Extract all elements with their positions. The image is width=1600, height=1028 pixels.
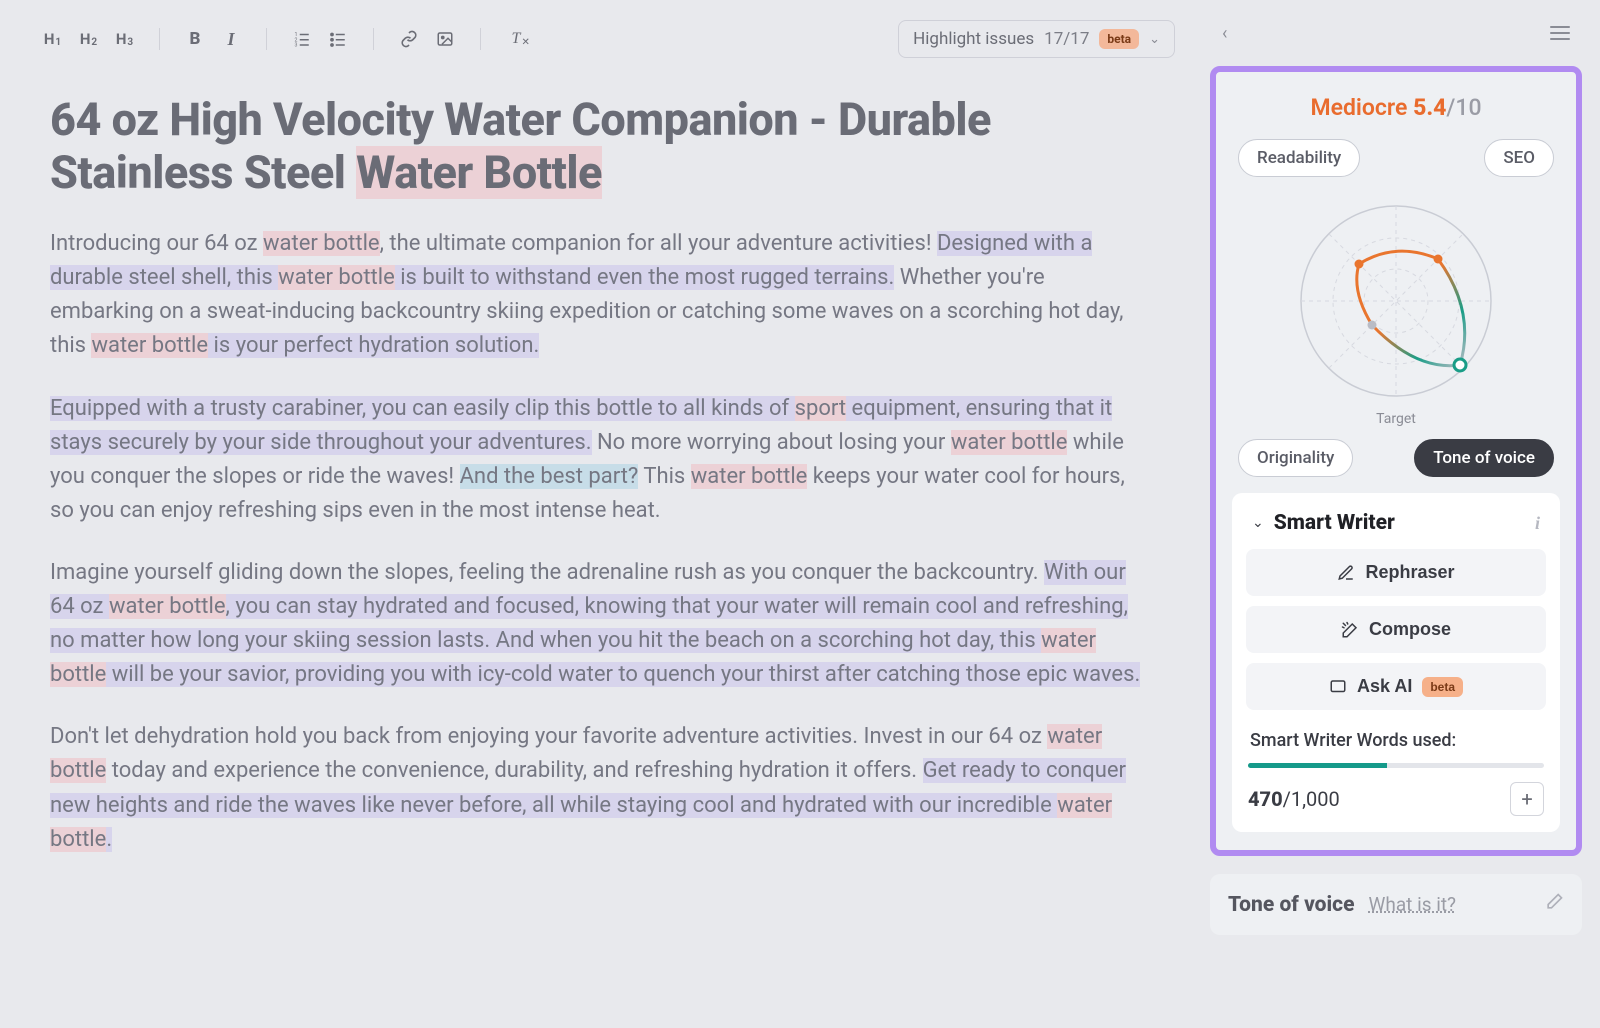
paragraph-3: Imagine yourself gliding down the slopes… bbox=[50, 556, 1150, 692]
beta-badge: beta bbox=[1099, 29, 1139, 49]
chevron-down-icon: ⌄ bbox=[1149, 32, 1160, 47]
words-progress-bar bbox=[1248, 763, 1544, 768]
words-used-label: Smart Writer Words used: bbox=[1246, 720, 1546, 757]
editor-area: H1 H2 H3 B I 123 bbox=[0, 0, 1200, 1028]
paragraph-4: Don't let dehydration hold you back from… bbox=[50, 720, 1150, 856]
chevron-down-icon[interactable]: ⌄ bbox=[1252, 515, 1264, 531]
highlight-label: Highlight issues bbox=[913, 29, 1034, 49]
ask-ai-button[interactable]: Ask AI beta bbox=[1246, 663, 1546, 710]
rephraser-button[interactable]: Rephraser bbox=[1246, 549, 1546, 596]
italic-button[interactable]: I bbox=[214, 24, 248, 54]
edit-icon[interactable] bbox=[1544, 892, 1564, 917]
bullet-list-button[interactable] bbox=[321, 24, 355, 54]
bold-button[interactable]: B bbox=[178, 24, 212, 54]
readability-pill[interactable]: Readability bbox=[1238, 139, 1360, 177]
image-button[interactable] bbox=[428, 24, 462, 54]
h2-button[interactable]: H2 bbox=[71, 24, 105, 54]
doc-title: 64 oz High Velocity Water Companion - Du… bbox=[50, 93, 1150, 199]
sidebar: ‹ Mediocre 5.4/10 Readability SEO bbox=[1200, 0, 1600, 1028]
collapse-sidebar-button[interactable]: ‹ bbox=[1222, 23, 1227, 44]
h3-button[interactable]: H3 bbox=[107, 24, 141, 54]
highlight-count: 17/17 bbox=[1044, 29, 1089, 49]
document-body[interactable]: 64 oz High Velocity Water Companion - Du… bbox=[25, 73, 1175, 857]
link-button[interactable] bbox=[392, 24, 426, 54]
paragraph-2: Equipped with a trusty carabiner, you ca… bbox=[50, 392, 1150, 528]
tov-title: Tone of voice bbox=[1228, 893, 1355, 917]
ordered-list-button[interactable]: 123 bbox=[285, 24, 319, 54]
smart-writer-card: ⌄ Smart Writer i Rephraser Compose Ask A… bbox=[1232, 493, 1560, 832]
words-used-value: 470/1,000 bbox=[1248, 787, 1340, 811]
toolbar: H1 H2 H3 B I 123 bbox=[25, 20, 1175, 73]
h1-button[interactable]: H1 bbox=[35, 24, 69, 54]
add-words-button[interactable]: + bbox=[1510, 782, 1544, 816]
target-label: Target bbox=[1232, 411, 1560, 427]
svg-text:3: 3 bbox=[295, 43, 298, 49]
compose-button[interactable]: Compose bbox=[1246, 606, 1546, 653]
score-line: Mediocre 5.4/10 bbox=[1232, 94, 1560, 121]
tone-of-voice-card: Tone of voice What is it? bbox=[1210, 874, 1582, 935]
originality-pill[interactable]: Originality bbox=[1238, 439, 1353, 477]
radar-chart bbox=[1232, 177, 1560, 417]
paragraph-1: Introducing our 64 oz water bottle, the … bbox=[50, 227, 1150, 363]
clear-format-button[interactable]: T✕ bbox=[499, 24, 533, 54]
menu-button[interactable] bbox=[1550, 22, 1570, 44]
info-icon[interactable]: i bbox=[1535, 513, 1540, 534]
score-card: Mediocre 5.4/10 Readability SEO bbox=[1210, 66, 1582, 856]
highlight-issues-dropdown[interactable]: Highlight issues 17/17 beta ⌄ bbox=[898, 20, 1175, 58]
tov-whatisit-link[interactable]: What is it? bbox=[1369, 893, 1457, 916]
beta-badge: beta bbox=[1422, 677, 1463, 697]
seo-pill[interactable]: SEO bbox=[1484, 139, 1554, 177]
tone-pill[interactable]: Tone of voice bbox=[1414, 439, 1554, 477]
smart-writer-title: Smart Writer bbox=[1274, 511, 1525, 535]
